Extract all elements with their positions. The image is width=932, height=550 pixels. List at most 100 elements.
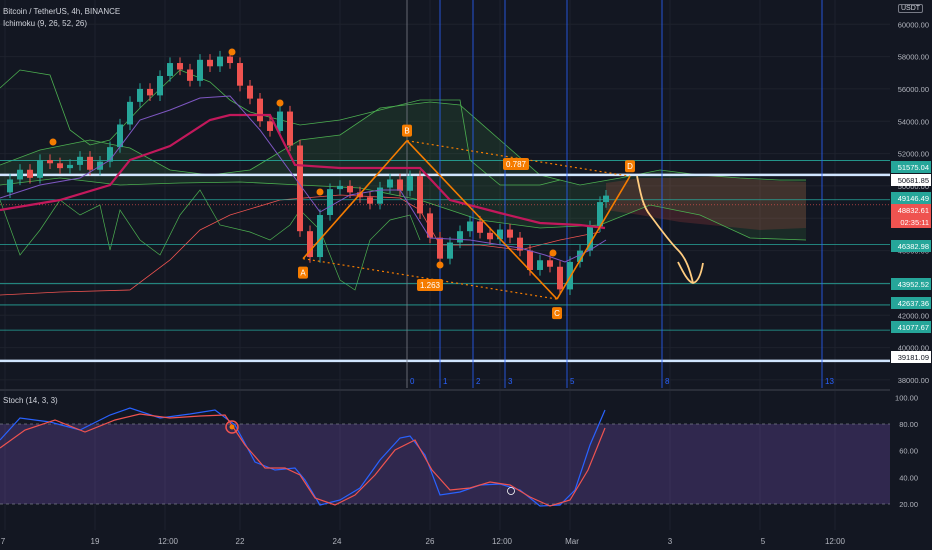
candle-body [187,69,193,81]
candle-body [487,232,493,240]
price-tick: 50000.00 [898,182,929,191]
ichimoku-legend[interactable]: Ichimoku (9, 26, 52, 26) [3,19,88,28]
pattern-point-label: C [554,309,560,318]
candle-body [467,221,473,232]
price-tick: 42000.00 [898,311,929,320]
candle-body [107,147,113,162]
price-axis: 60000.00 58000.00 56000.00 54000.00 52000.00… [890,0,932,550]
candle-body [457,231,463,243]
candle-body [227,56,233,64]
candle-body [27,169,33,178]
fib-time-label: 3 [508,377,513,386]
ratio-label: 1.263 [420,281,441,290]
candle-body [367,197,373,204]
candle-body [197,59,203,81]
pattern-point-tag [625,160,635,173]
indicator-lines [0,48,704,284]
grid-lines [0,0,890,530]
kumo-lower [0,194,601,296]
fib-time-label: 13 [825,377,834,386]
stoch-marker-ring [225,420,239,434]
stoch-legend[interactable]: Stoch (14, 3, 3) [3,396,58,405]
pattern-leg [556,175,631,300]
level-tag [891,321,931,333]
candle-body [387,179,393,188]
candle-body [247,85,253,99]
pattern-point-label: B [404,127,409,136]
level-tag [891,216,931,228]
pattern-point-tag [298,266,308,279]
horizontal-levels [0,160,890,363]
kumo-upper [0,69,561,186]
candle-body [477,221,483,233]
candle-body [87,156,93,170]
candle-body [397,179,403,191]
candle-body [147,88,153,96]
level-tag-label: 51575.04 [898,163,929,172]
pattern-point-label: D [627,162,633,171]
signal-dot [228,48,236,56]
level-tag-label: 43952.52 [898,280,929,289]
level-tag-label: 46382.98 [898,242,929,251]
candle-body [287,111,293,146]
stoch-tick: 80.00 [899,420,918,429]
candle-body [127,101,133,125]
drawn-path [636,175,694,284]
candle-body [317,215,323,258]
price-tick: 56000.00 [898,85,929,94]
time-tick: 12:00 [158,537,179,546]
currency-badge[interactable]: USDT [898,4,924,13]
signal-dot [549,249,557,257]
candle-body [57,163,63,169]
signal-dot [316,188,324,196]
stoch-pane [0,407,890,507]
candle-body [597,202,603,227]
pattern-leg [406,140,558,300]
level-tag [891,240,931,252]
candle-body [217,56,223,67]
candle-body [177,63,183,70]
candle-body [167,63,173,76]
time-tick: 12:00 [825,537,846,546]
candle-body [603,195,609,203]
pattern-point-label: A [300,269,306,278]
level-tag [891,278,931,290]
price-tick: 54000.00 [898,117,929,126]
candle-body [447,242,453,259]
chikou-span [0,189,421,291]
candle-body [407,176,413,191]
candle-body [417,176,423,214]
pattern-point-tag [552,307,562,320]
time-axis-bg [0,532,890,550]
stoch-tick: 20.00 [899,500,918,509]
candle-body [537,260,543,270]
price-tick: 58000.00 [898,53,929,62]
time-tick: 5 [761,537,766,546]
stoch-k-line [0,407,606,507]
candle-body [437,237,443,259]
candle-body [77,156,83,165]
candle-body [547,260,553,267]
ratio-label: 0.787 [506,160,527,169]
level-tag-label: 39181.09 [898,353,929,362]
level-tag-label: 41077.67 [898,323,929,332]
stoch-band [0,424,890,504]
candle-body [337,185,343,190]
candle-body [377,187,383,204]
time-tick: Mar [565,537,579,546]
level-tag-label: 49146.49 [898,194,929,203]
level-tag [891,297,931,309]
fib-time-label: 0 [410,377,415,386]
tenkan-sen [0,95,607,263]
signal-dot [436,261,444,269]
candle-body [17,169,23,180]
pattern-leg [302,140,408,260]
level-tag [891,192,931,204]
candle-body [297,145,303,232]
stoch-marker-dot [229,424,235,430]
candle-body [497,229,503,240]
level-tag [891,204,931,216]
drawn-arrowhead [677,261,704,284]
fib-time-label: 2 [476,377,481,386]
